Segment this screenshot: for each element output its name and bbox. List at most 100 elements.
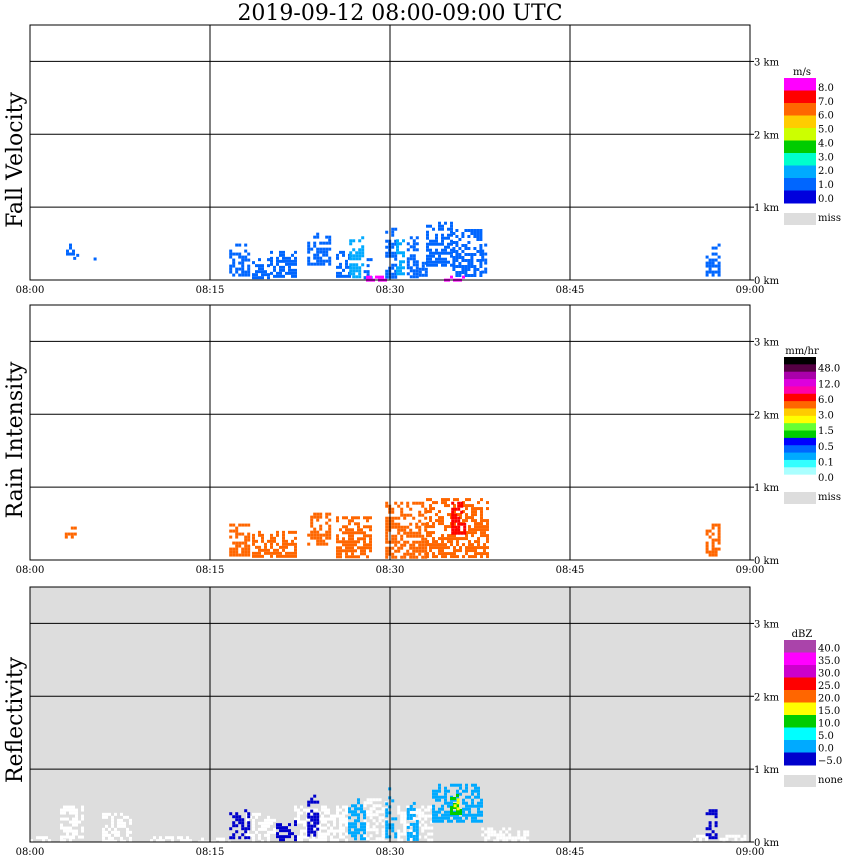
colorbar-label: 10.0 xyxy=(818,719,840,730)
plot-frame xyxy=(29,304,751,561)
colorbar-label: 5.0 xyxy=(818,731,834,742)
y-tick-label: 0 km xyxy=(754,276,780,287)
colorbar-label: 8.0 xyxy=(818,83,834,94)
y-tick-label: 3 km xyxy=(754,337,780,348)
colorbar-swatch xyxy=(784,78,816,91)
colorbar-miss-label: miss xyxy=(818,213,841,224)
echo-mark xyxy=(66,243,75,256)
colorbar-swatch xyxy=(784,128,816,141)
colorbar-miss-swatch xyxy=(784,492,816,504)
colorbar-label: 0.5 xyxy=(818,442,834,453)
colorbar-swatch xyxy=(784,178,816,191)
plot-frame xyxy=(29,24,751,281)
panel-1: 08:00 08:15 08:30 08:45 09:000 km 1 km 2 km 3 k… xyxy=(3,304,841,576)
echo-mark xyxy=(481,243,488,274)
colorbar-label: 35.0 xyxy=(818,656,840,667)
colorbar-label: 0.0 xyxy=(818,473,834,484)
colorbar-label: 3.0 xyxy=(818,152,834,163)
x-tick-label: 09:00 xyxy=(736,285,765,296)
colorbar-swatch xyxy=(784,467,816,476)
y-tick-label: 3 km xyxy=(754,57,780,68)
y-tick-label: 3 km xyxy=(754,619,780,630)
colorbar-swatch xyxy=(784,379,816,387)
x-tick-label: 08:30 xyxy=(376,565,405,576)
x-tick-label: 09:00 xyxy=(736,847,765,858)
colorbar-miss-swatch xyxy=(784,775,816,787)
colorbar-label: 40.0 xyxy=(818,644,840,655)
clear-air-region xyxy=(60,805,84,839)
colorbar-swatch xyxy=(784,652,816,666)
colorbar-swatch xyxy=(784,165,816,179)
x-tick-label: 08:45 xyxy=(556,565,585,576)
echo-mark xyxy=(252,258,270,280)
echo-mark xyxy=(705,523,721,557)
colorbar-swatch xyxy=(784,430,816,439)
echo-mark xyxy=(276,820,297,842)
echo-mark xyxy=(64,526,77,539)
colorbar-label: 0.0 xyxy=(818,194,834,205)
plot-frame xyxy=(29,586,751,843)
colorbar-label: 5.0 xyxy=(818,125,834,136)
x-tick-label: 08:15 xyxy=(196,847,225,858)
colorbar-swatch xyxy=(784,408,816,417)
colorbar-swatch xyxy=(784,90,816,104)
colorbar: mm/hr 48.0 12.0 6.0 3.0 1.5 0.5 0.1 0.0 miss xyxy=(784,346,841,504)
colorbar-miss-swatch xyxy=(784,213,816,225)
colorbar-swatch xyxy=(784,371,816,380)
colorbar-label: 1.5 xyxy=(818,426,834,437)
echo-mark xyxy=(307,512,332,546)
echo-mark xyxy=(270,250,297,278)
colorbar-swatch xyxy=(784,415,816,424)
colorbar-label: 2.0 xyxy=(818,166,834,177)
colorbar-swatch xyxy=(784,715,816,728)
y-tick-label: 1 km xyxy=(754,203,780,214)
echo-mark xyxy=(705,809,718,840)
echo-mark xyxy=(426,221,453,267)
colorbar-label: 20.0 xyxy=(818,694,840,705)
colorbar-unit: mm/hr xyxy=(785,346,819,357)
colorbar-swatch xyxy=(784,677,816,691)
echo-mark xyxy=(252,530,297,558)
x-tick-label: 08:00 xyxy=(16,847,45,858)
y-tick-label: 2 km xyxy=(754,692,780,703)
page-title: 2019-09-12 08:00-09:00 UTC xyxy=(237,1,563,26)
colorbar-swatch xyxy=(784,364,816,373)
x-tick-label: 08:45 xyxy=(556,847,585,858)
echo-mark xyxy=(348,798,366,841)
colorbar-label: 6.0 xyxy=(818,395,834,406)
colorbar-miss-label: none xyxy=(818,775,843,786)
y-tick-label: 0 km xyxy=(754,556,780,567)
panel-ylabel: Fall Velocity xyxy=(3,92,28,228)
echo-mark xyxy=(451,501,467,535)
panel-0: 08:00 08:15 08:30 08:45 09:000 km 1 km 2 km 3 k… xyxy=(3,24,841,296)
colorbar-swatch xyxy=(784,452,816,461)
clear-air-region xyxy=(102,812,132,843)
echo-mark xyxy=(229,243,251,277)
echo-mark xyxy=(452,229,483,277)
echo-mark xyxy=(366,275,387,282)
colorbar-swatch xyxy=(784,445,816,454)
echo-mark xyxy=(229,809,251,840)
panel-2: 08:00 08:15 08:30 08:45 09:000 km 1 km 2 km 3 k… xyxy=(3,586,843,858)
echo-mark xyxy=(705,243,721,277)
echo-mark xyxy=(229,523,251,557)
y-tick-label: 2 km xyxy=(754,130,780,141)
x-tick-label: 09:00 xyxy=(736,565,765,576)
colorbar: dBZ 40.035.0 30.025.0 20.015.0 10.05.0 0.0−5.… xyxy=(784,629,843,787)
clear-air-region xyxy=(150,836,192,843)
colorbar-label: 0.0 xyxy=(818,744,834,755)
colorbar-label: 15.0 xyxy=(818,706,840,717)
colorbar-label: 6.0 xyxy=(818,111,834,122)
colorbar-swatch xyxy=(784,437,816,446)
colorbar-swatch xyxy=(784,103,816,116)
colorbar-swatch xyxy=(784,190,816,204)
colorbar-swatch xyxy=(784,665,816,678)
colorbar-label: 3.0 xyxy=(818,411,834,422)
x-tick-label: 08:15 xyxy=(196,565,225,576)
colorbar-miss-label: miss xyxy=(818,492,841,503)
colorbar-label: 25.0 xyxy=(818,681,840,692)
echo-mark xyxy=(396,239,405,276)
colorbar-label: 1.0 xyxy=(818,180,834,191)
colorbar-swatch xyxy=(784,640,816,653)
